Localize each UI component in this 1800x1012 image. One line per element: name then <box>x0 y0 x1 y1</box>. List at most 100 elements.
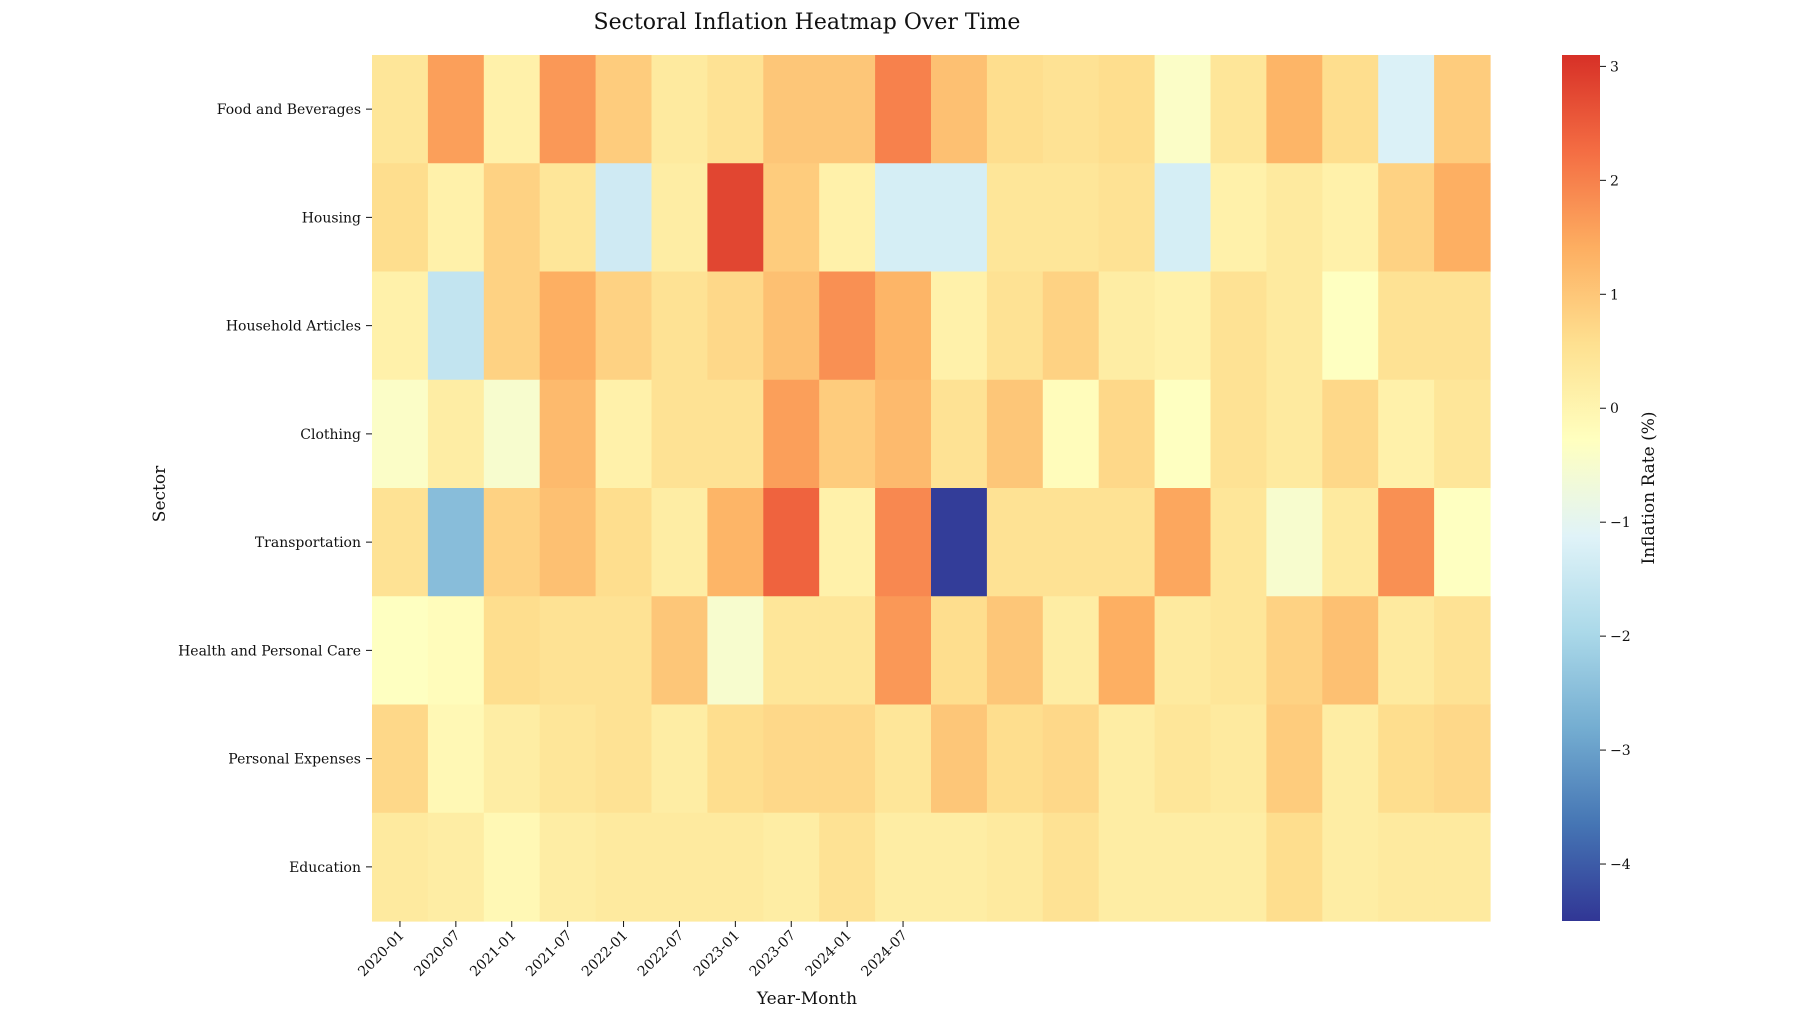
heatmap-cell <box>483 379 541 489</box>
heatmap-cell <box>595 271 653 381</box>
heatmap-cell <box>1154 163 1212 273</box>
heatmap-cell <box>651 812 708 922</box>
heatmap-cell <box>1434 271 1491 381</box>
heatmap-cell <box>427 379 485 489</box>
chart-title: Sectoral Inflation Heatmap Over Time <box>594 10 1021 35</box>
heatmap-cell <box>1378 163 1435 273</box>
heatmap-cell <box>427 163 485 273</box>
heatmap-cell <box>875 812 932 922</box>
heatmap-cell <box>539 812 597 922</box>
heatmap-cell <box>1042 55 1100 164</box>
heatmap-cell <box>1098 704 1156 814</box>
heatmap-cell <box>539 55 597 164</box>
heatmap-cell <box>539 488 597 597</box>
heatmap-cell <box>1266 271 1323 381</box>
colorbar-tick-label: 3 <box>1610 59 1619 75</box>
heatmap-cell <box>875 271 932 381</box>
heatmap-cell <box>763 812 820 922</box>
heatmap-cell <box>595 596 653 706</box>
heatmap-cell <box>1434 163 1491 273</box>
heatmap-cell <box>1322 271 1379 381</box>
heatmap-cell <box>1042 271 1100 381</box>
x-tick-label: 2022-07 <box>635 928 687 980</box>
heatmap-cell <box>595 812 653 922</box>
heatmap-cell <box>707 704 764 814</box>
heatmap-cell <box>763 596 820 706</box>
heatmap-cell <box>1042 163 1100 273</box>
heatmap-cell <box>651 55 708 164</box>
heatmap-cell <box>1378 379 1435 489</box>
heatmap-cell <box>875 596 932 706</box>
heatmap-cell <box>931 596 988 706</box>
heatmap-cell <box>819 596 876 706</box>
heatmap-cell <box>651 704 708 814</box>
heatmap-cell <box>1154 812 1212 922</box>
heatmap-cell <box>539 379 597 489</box>
heatmap-cell <box>372 271 429 381</box>
heatmap-cell <box>986 704 1044 814</box>
heatmap-cell <box>1378 271 1435 381</box>
heatmap-cell <box>707 596 764 706</box>
heatmap-cell <box>372 55 429 164</box>
heatmap-cell <box>427 812 485 922</box>
heatmap-cell <box>1266 55 1323 164</box>
x-tick-label: 2024-07 <box>858 928 910 980</box>
heatmap-cell <box>1098 488 1156 597</box>
heatmap-cell <box>707 271 764 381</box>
heatmap-cell <box>427 596 485 706</box>
x-tick-label: 2020-07 <box>411 928 463 980</box>
heatmap-cell <box>1322 596 1379 706</box>
heatmap-cell <box>1266 488 1323 597</box>
heatmap-cell <box>1042 488 1100 597</box>
heatmap-cell <box>651 379 708 489</box>
heatmap-cell <box>1210 488 1267 597</box>
heatmap-cell <box>875 55 932 164</box>
heatmap-cell <box>1210 271 1267 381</box>
heatmap-cell <box>1154 488 1212 597</box>
heatmap-cell <box>1098 596 1156 706</box>
y-tick-label: Household Articles <box>226 319 361 335</box>
colorbar-tick-label: −4 <box>1610 857 1631 873</box>
heatmap-cell <box>1434 488 1491 597</box>
heatmap-cell <box>651 596 708 706</box>
x-tick-label: 2023-07 <box>747 928 799 980</box>
heatmap-cell <box>483 271 541 381</box>
heatmap-cell <box>1042 379 1100 489</box>
heatmap-cell <box>1378 488 1435 597</box>
heatmap-cell <box>1154 55 1212 164</box>
heatmap-cell <box>651 488 708 597</box>
heatmap-cell <box>1322 812 1379 922</box>
heatmap-cell <box>819 55 876 164</box>
heatmap-cell <box>483 163 541 273</box>
heatmap-cell <box>986 488 1044 597</box>
heatmap-cell <box>483 55 541 164</box>
heatmap-cell <box>819 488 876 597</box>
heatmap-cell <box>1154 596 1212 706</box>
y-tick-label: Transportation <box>255 535 361 551</box>
heatmap-cell <box>539 704 597 814</box>
heatmap-cell <box>1042 812 1100 922</box>
heatmap-cell <box>1042 596 1100 706</box>
heatmap-cells <box>372 55 1491 922</box>
heatmap-cell <box>931 488 988 597</box>
heatmap-cell <box>1378 812 1435 922</box>
heatmap-cell <box>931 163 988 273</box>
heatmap-cell <box>595 163 653 273</box>
colorbar-tick-label: −3 <box>1610 743 1631 759</box>
colorbar-tick-label: −2 <box>1610 629 1631 645</box>
heatmap-cell <box>986 55 1044 164</box>
heatmap-cell <box>707 379 764 489</box>
heatmap-cell <box>1322 379 1379 489</box>
colorbar-tick-label: −1 <box>1610 515 1631 531</box>
heatmap-cell <box>875 488 932 597</box>
heatmap-cell <box>1266 596 1323 706</box>
heatmap-cell <box>539 163 597 273</box>
heatmap-cell <box>483 704 541 814</box>
heatmap-cell <box>1378 704 1435 814</box>
heatmap-cell <box>372 488 429 597</box>
heatmap-cell <box>372 163 429 273</box>
heatmap-cell <box>875 163 932 273</box>
heatmap-cell <box>1210 55 1267 164</box>
heatmap-cell <box>931 55 988 164</box>
